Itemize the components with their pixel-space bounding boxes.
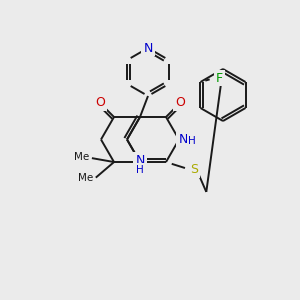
Text: N: N [135, 154, 145, 166]
Text: N: N [178, 133, 188, 146]
Text: O: O [175, 97, 185, 110]
Text: F: F [216, 71, 223, 85]
Text: S: S [190, 163, 198, 176]
Text: Me: Me [77, 172, 93, 183]
Text: N: N [143, 41, 153, 55]
Text: H: H [188, 136, 196, 146]
Text: H: H [136, 165, 144, 175]
Text: N: N [135, 155, 145, 169]
Text: O: O [95, 97, 105, 110]
Text: Me: Me [74, 152, 89, 162]
